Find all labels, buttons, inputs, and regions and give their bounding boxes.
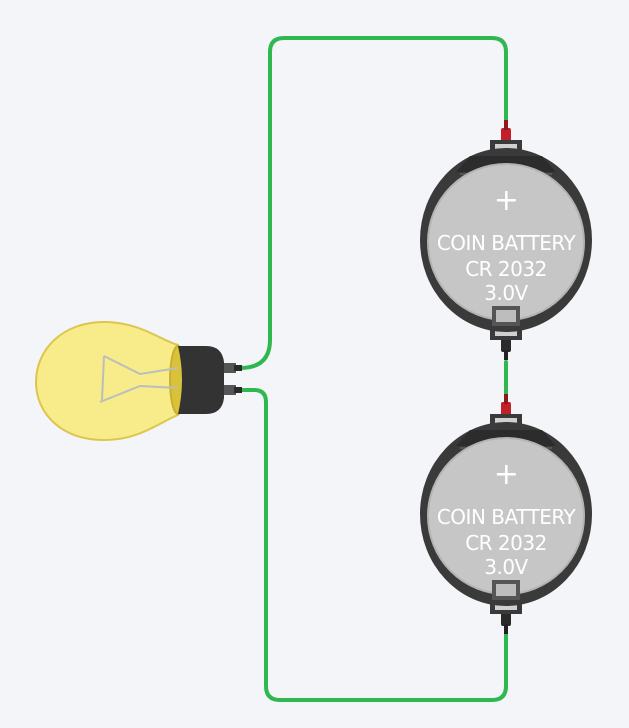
battery-2-plus-symbol: +	[494, 457, 519, 492]
battery-1-label-line3: 3.0V	[484, 281, 528, 305]
wire-top[interactable]	[238, 36, 508, 370]
bulb-glass	[34, 320, 179, 442]
battery-2-label-line2: CR 2032	[465, 531, 547, 555]
wire-bottom[interactable]	[238, 388, 508, 702]
battery-1-label-line1: COIN BATTERY	[437, 231, 577, 255]
bulb-socket	[178, 346, 224, 414]
bulb-terminal-bottom[interactable]	[224, 385, 236, 395]
coin-battery-1[interactable]: + COIN BATTERY CR 2032 3.0V	[419, 119, 593, 361]
battery-1-label-line2: CR 2032	[465, 257, 547, 281]
bulb-filament	[99, 355, 179, 403]
coin-battery-2[interactable]: + COIN BATTERY CR 2032 3.0V	[419, 393, 593, 635]
wires	[238, 36, 508, 702]
battery-1-plus-symbol: +	[494, 183, 519, 218]
light-bulb[interactable]	[34, 320, 242, 442]
bulb-terminal-top[interactable]	[224, 363, 236, 373]
battery-2-label-line1: COIN BATTERY	[437, 505, 577, 529]
battery-2-label-line3: 3.0V	[484, 555, 528, 579]
